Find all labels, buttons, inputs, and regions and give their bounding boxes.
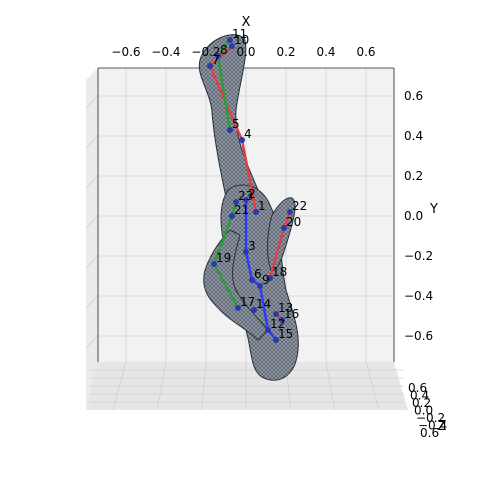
joint-marker-4	[239, 137, 245, 143]
joint-marker-12	[265, 327, 271, 333]
skeleton-joints	[207, 37, 293, 343]
joint-marker-11	[227, 37, 233, 43]
joint-label-13: 13	[278, 301, 293, 315]
joint-marker-18	[267, 275, 273, 281]
bone-9-12	[258, 285, 270, 331]
joint-label-17: 17	[240, 295, 255, 309]
bone-3-6	[244, 251, 254, 281]
joint-marker-10	[229, 43, 235, 49]
left-pane	[86, 68, 98, 410]
joint-label-15: 15	[278, 327, 293, 341]
joint-marker-22	[287, 209, 293, 215]
joint-marker-2	[243, 197, 249, 203]
joint-label-22: 22	[292, 199, 307, 213]
joint-marker-1	[253, 209, 259, 215]
z-tick-label: −0.2	[416, 411, 445, 425]
joint-label-9: 9	[262, 273, 270, 287]
joint-label-2: 2	[248, 187, 256, 201]
x-tick-label: 0.6	[356, 45, 375, 59]
joint-label-7: 7	[212, 53, 220, 67]
skeleton-bones	[208, 39, 292, 341]
grid-left-y-2	[85, 175, 99, 189]
grid-left-y-4	[85, 255, 99, 269]
joint-label-20: 20	[286, 215, 301, 229]
joint-marker-16	[279, 317, 285, 323]
bone-18-20	[268, 227, 286, 279]
bone-1-4	[240, 139, 258, 213]
x-tick-label: 0.2	[276, 45, 295, 59]
joint-label-19: 19	[216, 251, 231, 265]
grid-left-y-6	[85, 335, 99, 349]
bone-8-11	[217, 39, 231, 57]
grid-left-y-0	[85, 95, 99, 109]
z-tick-label: 0.6	[408, 381, 427, 395]
bone-5-8	[216, 55, 232, 131]
joint-marker-5	[227, 127, 233, 133]
pane-borders	[97, 67, 395, 362]
joint-marker-9	[257, 283, 263, 289]
x-tick-label: 0.0	[236, 45, 255, 59]
bone-17-19	[212, 263, 240, 309]
joint-label-4: 4	[244, 127, 252, 141]
joint-label-10: 10	[234, 33, 249, 47]
x-tick-label: −0.2	[191, 45, 220, 59]
y-tick-label: 0.0	[404, 209, 423, 223]
y-tick-label: 0.4	[404, 129, 423, 143]
z-tick-label: 0.0	[414, 404, 433, 418]
joint-label-3: 3	[248, 239, 256, 253]
y-tick-label: 0.6	[404, 89, 423, 103]
joint-marker-21	[229, 213, 235, 219]
joint-marker-8	[215, 53, 221, 59]
z-tick-label: 0.6	[420, 426, 439, 440]
joint-label-12: 12	[270, 317, 285, 331]
joint-marker-13	[273, 311, 279, 317]
joint-marker-23	[233, 199, 239, 205]
z-tick-label: −0.4	[418, 419, 447, 433]
joint-marker-19	[211, 261, 217, 267]
joint-marker-3	[243, 249, 249, 255]
joint-label-21: 21	[234, 203, 249, 217]
x-tick-label: 0.4	[316, 45, 335, 59]
grid-left-y-1	[85, 135, 99, 149]
x-axis-label: X	[242, 15, 251, 30]
joint-marker-17	[235, 305, 241, 311]
z-axis-label: Z	[438, 419, 447, 434]
joint-label-14: 14	[256, 297, 271, 311]
joint-label-11: 11	[232, 27, 247, 41]
joint-marker-7	[207, 63, 213, 69]
joint-label-5: 5	[232, 117, 240, 131]
joint-label-23: 23	[238, 189, 253, 203]
x-axis-ticks: −0.6 −0.4 −0.2 0.0 0.2 0.4 0.6	[111, 45, 375, 59]
x-tick-label: −0.4	[151, 45, 180, 59]
y-axis-label: Y	[429, 202, 438, 217]
y-axis-ticks: 0.6 0.4 0.2 0.0 −0.2 −0.4 −0.6	[404, 89, 433, 343]
joint-marker-6	[249, 277, 255, 283]
z-axis-ticks: 0.60.40.20.0−0.2−0.40.6	[408, 381, 447, 440]
y-tick-label: −0.2	[404, 249, 433, 263]
z-tick-label: 0.2	[412, 396, 431, 410]
y-tick-label: −0.4	[404, 289, 433, 303]
grid-left-y-3	[85, 215, 99, 229]
mesh-leg-left	[203, 229, 269, 341]
joint-marker-14	[251, 307, 257, 313]
z-tick-label: 0.4	[410, 389, 429, 403]
joint-marker-15	[273, 337, 279, 343]
joint-label-16: 16	[284, 307, 299, 321]
y-tick-label: 0.2	[404, 169, 423, 183]
y-tick-label: −0.6	[404, 329, 433, 343]
joint-marker-20	[281, 225, 287, 231]
joint-label-8: 8	[220, 43, 228, 57]
joint-label-6: 6	[254, 267, 262, 281]
x-tick-label: −0.6	[111, 45, 140, 59]
joint-label-1: 1	[258, 199, 266, 213]
bone-19-21	[212, 215, 234, 265]
grid-left-y-5	[85, 295, 99, 309]
joint-label-18: 18	[272, 265, 287, 279]
